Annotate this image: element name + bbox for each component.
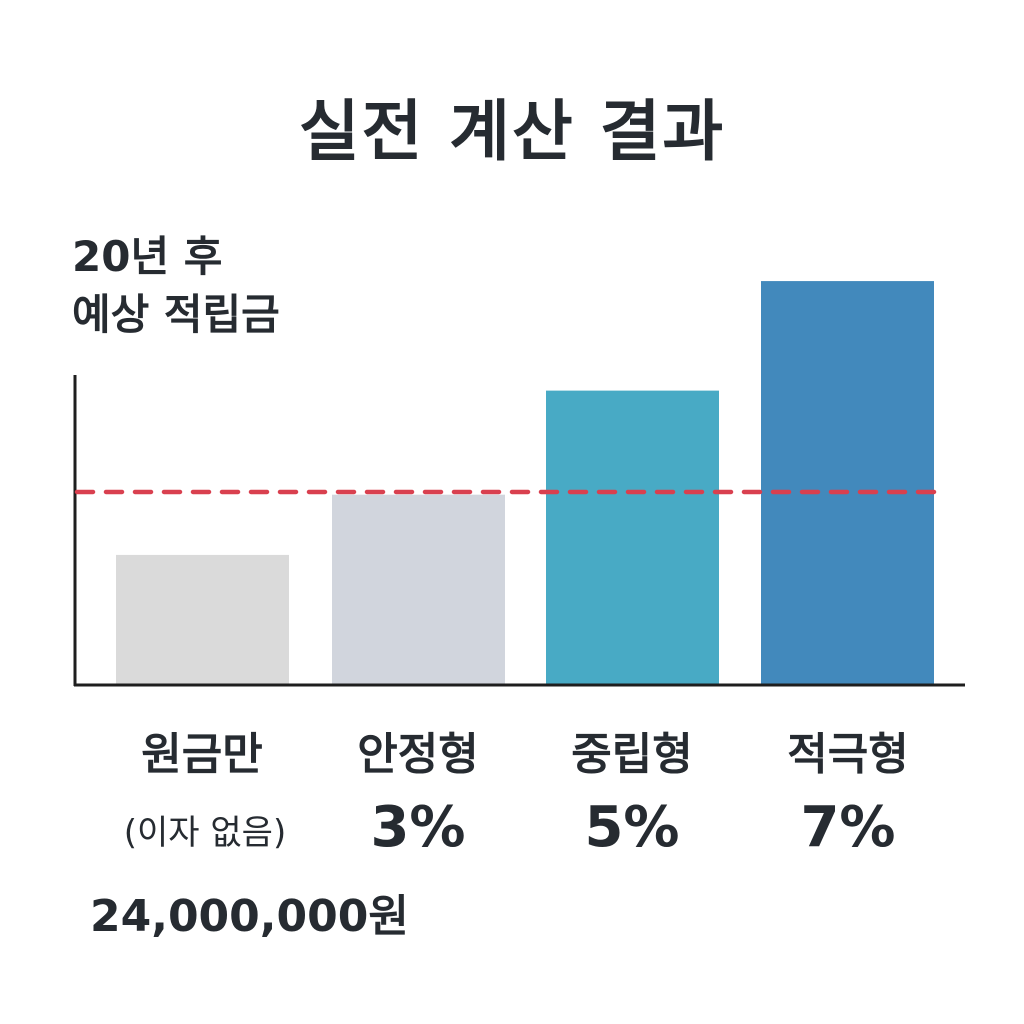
- y-axis-label-line-2: 예상 적립금: [72, 290, 280, 339]
- chart-title: 실전 계산 결과: [298, 93, 726, 170]
- category-rate-neutral: 5%: [584, 795, 680, 860]
- bar-aggressive: [761, 281, 934, 685]
- category-label-neutral: 중립형: [571, 729, 693, 780]
- category-label-principal: 원금만: [141, 729, 263, 780]
- category-label-stable: 안정형: [357, 729, 479, 780]
- bar-neutral: [546, 390, 719, 685]
- y-axis-label: 20년 후 예상 적립금: [72, 228, 280, 344]
- category-rate-stable: 3%: [370, 795, 466, 860]
- principal-amount: 24,000,000원: [90, 891, 409, 942]
- y-axis-label-line-1: 20년 후: [72, 232, 223, 281]
- category-sublabel-principal: (이자 없음): [123, 813, 287, 853]
- bar-stable: [332, 494, 505, 685]
- category-label-aggressive: 적극형: [787, 729, 909, 780]
- bar-principal: [116, 554, 289, 685]
- category-rate-aggressive: 7%: [800, 795, 896, 860]
